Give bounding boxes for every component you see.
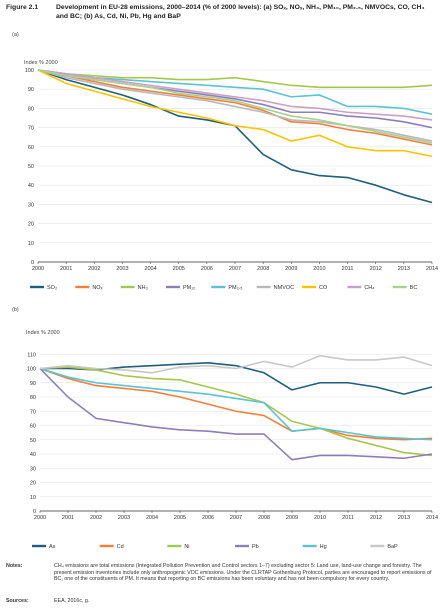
sources-text: EEA, 2016c, g.	[54, 598, 90, 604]
chart-a-legend-label-8: BC	[410, 285, 418, 291]
chart-b-y-tick-label: 110	[27, 352, 36, 358]
chart-a-y-tick-label: 0	[31, 260, 34, 266]
chart-a-y-axis-title: Index % 2000	[24, 60, 58, 66]
sources-label: Sources:	[6, 598, 29, 604]
chart-b-x-tick-label: 2007	[230, 515, 242, 521]
chart-a-series-line-6	[37, 69, 433, 158]
chart-b-y-tick-label: 20	[30, 481, 36, 487]
chart-a-legend-label-4: PM₂.₅	[228, 285, 242, 291]
chart-a-x-tick-label: 2002	[88, 266, 100, 272]
chart-a-series-line-0	[37, 69, 433, 204]
chart-a-legend-label-7: CH₄	[364, 285, 375, 291]
panel-label-a: (a)	[12, 32, 19, 38]
chart-a-y-tick-label: 50	[28, 164, 34, 170]
chart-a-legend-label-6: CO	[319, 285, 328, 291]
notes-label: Notes:	[6, 563, 23, 569]
chart-b-legend-label-2: Ni	[184, 544, 189, 550]
chart-a-series-line-2	[37, 69, 433, 89]
chart-b-y-tick-label: 60	[30, 424, 36, 430]
chart-b-x-tick-label: 2012	[370, 515, 382, 521]
chart-b-legend-label-5: BaP	[387, 544, 398, 550]
chart-b-y-tick-label: 40	[30, 452, 36, 458]
chart-b-series-line-3	[39, 367, 433, 461]
chart-a-y-tick-label: 40	[28, 183, 34, 189]
chart-a-legend-label-2: NH₃	[138, 285, 148, 291]
chart-a-series-line-5	[37, 69, 433, 142]
chart-b-x-tick-label: 2011	[342, 515, 354, 521]
chart-a-y-tick-label: 70	[28, 126, 34, 132]
chart-a-x-tick-label: 2005	[173, 266, 185, 272]
chart-a-x-tick-label: 2004	[144, 266, 156, 272]
figure-label: Figure 2.1	[6, 4, 39, 11]
chart-a-x-tick-label: 2014	[426, 266, 438, 272]
chart-b-y-tick-label: 30	[30, 466, 36, 472]
chart-a-x-tick-label: 2007	[229, 266, 241, 272]
chart-a-x-tick-label: 2003	[116, 266, 128, 272]
chart-b-y-tick-label: 0	[33, 509, 36, 515]
chart-a-x-tick-label: 2001	[60, 266, 72, 272]
chart-b-series-line-0	[40, 361, 433, 395]
chart-a-x-tick-label: 2013	[398, 266, 410, 272]
chart-b-x-tick-label: 2013	[398, 515, 410, 521]
chart-a-series-line-7	[37, 69, 433, 121]
chart-a-x-tick-label: 2009	[285, 266, 297, 272]
chart-b-x-tick-label: 2003	[118, 515, 130, 521]
chart-a-x-tick-label: 2012	[370, 266, 382, 272]
chart-b-y-tick-label: 70	[30, 409, 36, 415]
chart-a-y-tick-label: 100	[25, 68, 34, 74]
chart-a-y-tick-label: 20	[28, 222, 34, 228]
chart-b-legend-label-4: Hg	[320, 544, 327, 550]
chart-b-legend-label-3: Pb	[252, 544, 259, 550]
chart-a: Index % 2000 0 10 20 30 40 50 60 70 80 90 100 2000 20…	[24, 60, 438, 291]
chart-a-x-tick-label: 2008	[257, 266, 269, 272]
chart-a-y-tick-label: 10	[28, 241, 34, 247]
chart-b-x-tick-label: 2014	[426, 515, 438, 521]
chart-a-x-tick-label: 2006	[201, 266, 213, 272]
chart-b-x-tick-label: 2006	[202, 515, 214, 521]
panel-label-b: (b)	[12, 307, 19, 313]
chart-a-series-line-8	[37, 69, 433, 144]
chart-a-x-tick-label: 2000	[32, 266, 44, 272]
notes-text: CH₄ emissions are total emissions (Integ…	[54, 563, 432, 583]
chart-b-series-line-2	[39, 366, 433, 457]
chart-a-legend-label-0: SO₂	[47, 285, 57, 291]
chart-b-y-tick-label: 10	[30, 495, 36, 501]
chart-b-x-tick-label: 2001	[62, 515, 74, 521]
chart-b-x-tick-label: 2000	[34, 515, 46, 521]
chart-b-series-line-5	[39, 354, 433, 374]
chart-a-y-tick-label: 30	[28, 202, 34, 208]
chart-b-series-line-4	[39, 367, 433, 441]
figure-title: Development in EU-28 emissions, 2000–201…	[56, 4, 425, 20]
chart-b: Index % 2000 0 10 20 30 40 50 60 70 80 90 100 110 200…	[26, 330, 438, 550]
chart-b-x-tick-label: 2005	[174, 515, 186, 521]
chart-a-x-tick-label: 2011	[342, 266, 354, 272]
chart-b-x-tick-label: 2009	[286, 515, 298, 521]
chart-b-y-tick-label: 50	[30, 438, 36, 444]
chart-a-series-line-1	[37, 69, 433, 146]
chart-a-y-tick-label: 80	[28, 106, 34, 112]
chart-a-x-tick-label: 2010	[313, 266, 325, 272]
chart-b-y-tick-label: 90	[30, 381, 36, 387]
chart-a-legend-label-5: NMVOC	[274, 285, 295, 291]
chart-b-legend-label-0: As	[49, 544, 56, 550]
chart-a-legend-label-3: PM₁₀	[183, 285, 195, 291]
chart-b-x-tick-label: 2008	[258, 515, 270, 521]
chart-b-x-tick-label: 2002	[90, 515, 102, 521]
chart-a-legend-label-1: NOₓ	[92, 285, 102, 291]
chart-a-y-tick-label: 90	[28, 87, 34, 93]
chart-b-y-axis-title: Index % 2000	[26, 330, 60, 336]
chart-b-series-line-1	[39, 367, 433, 441]
chart-b-legend-label-1: Cd	[117, 544, 124, 550]
chart-b-y-tick-label: 80	[30, 395, 36, 401]
chart-b-x-tick-label: 2010	[314, 515, 326, 521]
chart-b-x-tick-label: 2004	[146, 515, 158, 521]
chart-a-y-tick-label: 60	[28, 145, 34, 151]
chart-b-y-tick-label: 100	[27, 367, 36, 373]
